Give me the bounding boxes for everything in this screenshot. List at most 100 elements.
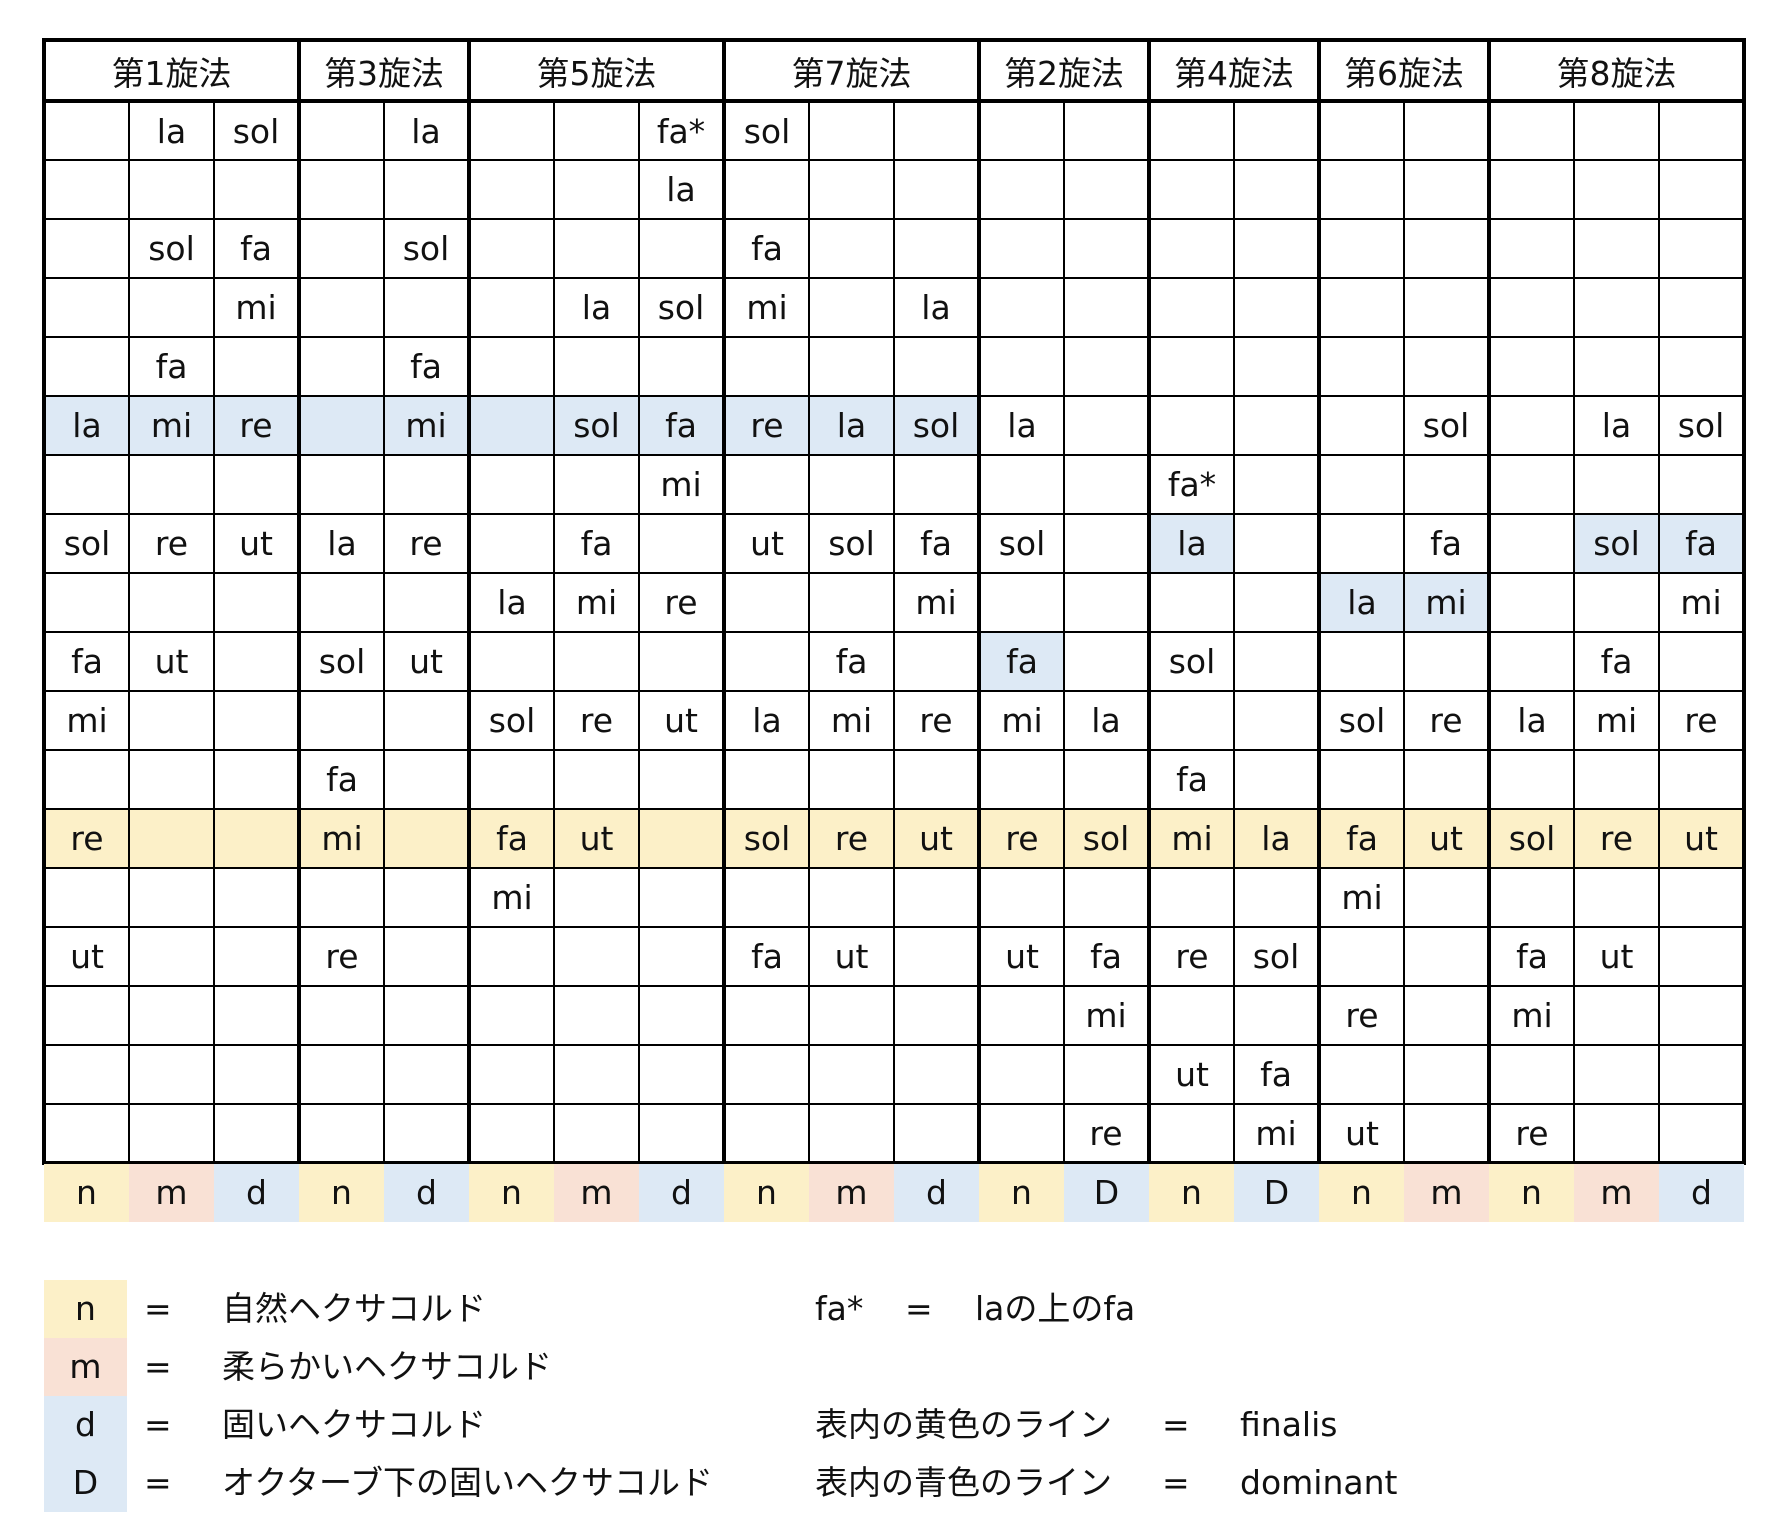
note-cell [43,159,130,220]
note-cell [1403,100,1490,161]
mode-header: 第5旋法 [467,39,725,103]
note-cell: la [638,159,725,220]
legend-equals: = [1162,1405,1190,1444]
note-cell [808,1044,895,1105]
note-cell: ut [1403,808,1490,869]
note-cell: mi [1317,867,1405,928]
note-cell [297,159,385,220]
table-row: fa fa [43,749,1745,810]
note-cell [1403,631,1490,692]
legend-key: m [44,1338,127,1396]
note-cell: re [383,513,470,574]
note-cell: re [893,690,980,751]
note-cell [1658,985,1745,1046]
note-cell: fa [722,926,810,987]
note-cell [553,749,640,810]
note-cell [1487,513,1575,574]
note-cell [128,867,215,928]
note-cell [722,454,810,515]
note-cell [1233,867,1320,928]
note-cell [1147,159,1235,220]
note-cell [1317,631,1405,692]
note-cell: sol [213,100,300,161]
mode-header: 第7旋法 [722,39,980,103]
note-cell [553,1103,640,1164]
note-cell: re [1147,926,1235,987]
legend-equals: = [144,1405,172,1444]
mode-header: 第1旋法 [43,39,300,103]
note-cell [1063,277,1150,338]
note-cell [638,513,725,574]
note-cell: mi [297,808,385,869]
note-cell [213,159,300,220]
note-cell: mi [383,395,470,456]
note-cell [1573,277,1660,338]
note-cell [638,926,725,987]
note-cell [467,1044,555,1105]
note-cell [722,572,810,633]
note-cell [1147,395,1235,456]
note-cell [1487,218,1575,279]
note-cell [297,336,385,397]
note-cell: fa [128,336,215,397]
note-cell [1147,572,1235,633]
note-cell: ut [638,690,725,751]
note-cell [1233,100,1320,161]
note-cell [808,159,895,220]
note-cell [383,867,470,928]
note-cell [553,926,640,987]
note-cell: mi [1658,572,1745,633]
note-cell [43,218,130,279]
note-cell [977,100,1065,161]
note-cell: ut [808,926,895,987]
note-cell [467,749,555,810]
note-cell [1063,336,1150,397]
note-cell [1403,277,1490,338]
note-cell [808,336,895,397]
note-cell [1317,395,1405,456]
note-cell [297,985,385,1046]
note-cell: re [213,395,300,456]
legend-text: 自然ヘクサコルド [222,1289,486,1328]
legend-text: 固いヘクサコルド [222,1405,486,1444]
note-cell [1147,690,1235,751]
table-row: mi sol re ut la mi re mi la sol re la mi re [43,690,1745,751]
note-cell [1233,218,1320,279]
note-cell [383,277,470,338]
legend-note-term: 表内の青色のライン [815,1463,1112,1502]
legend-equals: = [1162,1463,1190,1502]
note-cell: la [722,690,810,751]
note-cell: sol [383,218,470,279]
note-cell [1317,100,1405,161]
note-cell [893,867,980,928]
note-cell: fa [977,631,1065,692]
table-row: la [43,159,1745,220]
note-cell [297,218,385,279]
note-cell [128,277,215,338]
legend-equals: = [144,1463,172,1502]
hexachord-code: d [894,1164,979,1222]
mode-header: 第4旋法 [1147,39,1320,103]
legend-equals: = [144,1289,172,1328]
note-cell: re [808,808,895,869]
table-row: ut fa [43,1044,1745,1105]
note-cell [297,690,385,751]
note-cell: fa [297,749,385,810]
table-row: mi fa* [43,454,1745,515]
note-cell [553,867,640,928]
note-cell: re [297,926,385,987]
note-cell: mi [1063,985,1150,1046]
note-cell [638,631,725,692]
note-cell: fa [1233,1044,1320,1105]
note-cell [977,454,1065,515]
note-cell [1658,1103,1745,1164]
note-cell [722,867,810,928]
note-cell [1147,218,1235,279]
note-cell: fa [1403,513,1490,574]
note-cell [808,277,895,338]
note-cell [1658,336,1745,397]
legend-note-text: dominant [1240,1463,1398,1502]
legend-equals: = [905,1289,933,1328]
note-cell: fa [722,218,810,279]
legend-key: n [44,1280,127,1338]
